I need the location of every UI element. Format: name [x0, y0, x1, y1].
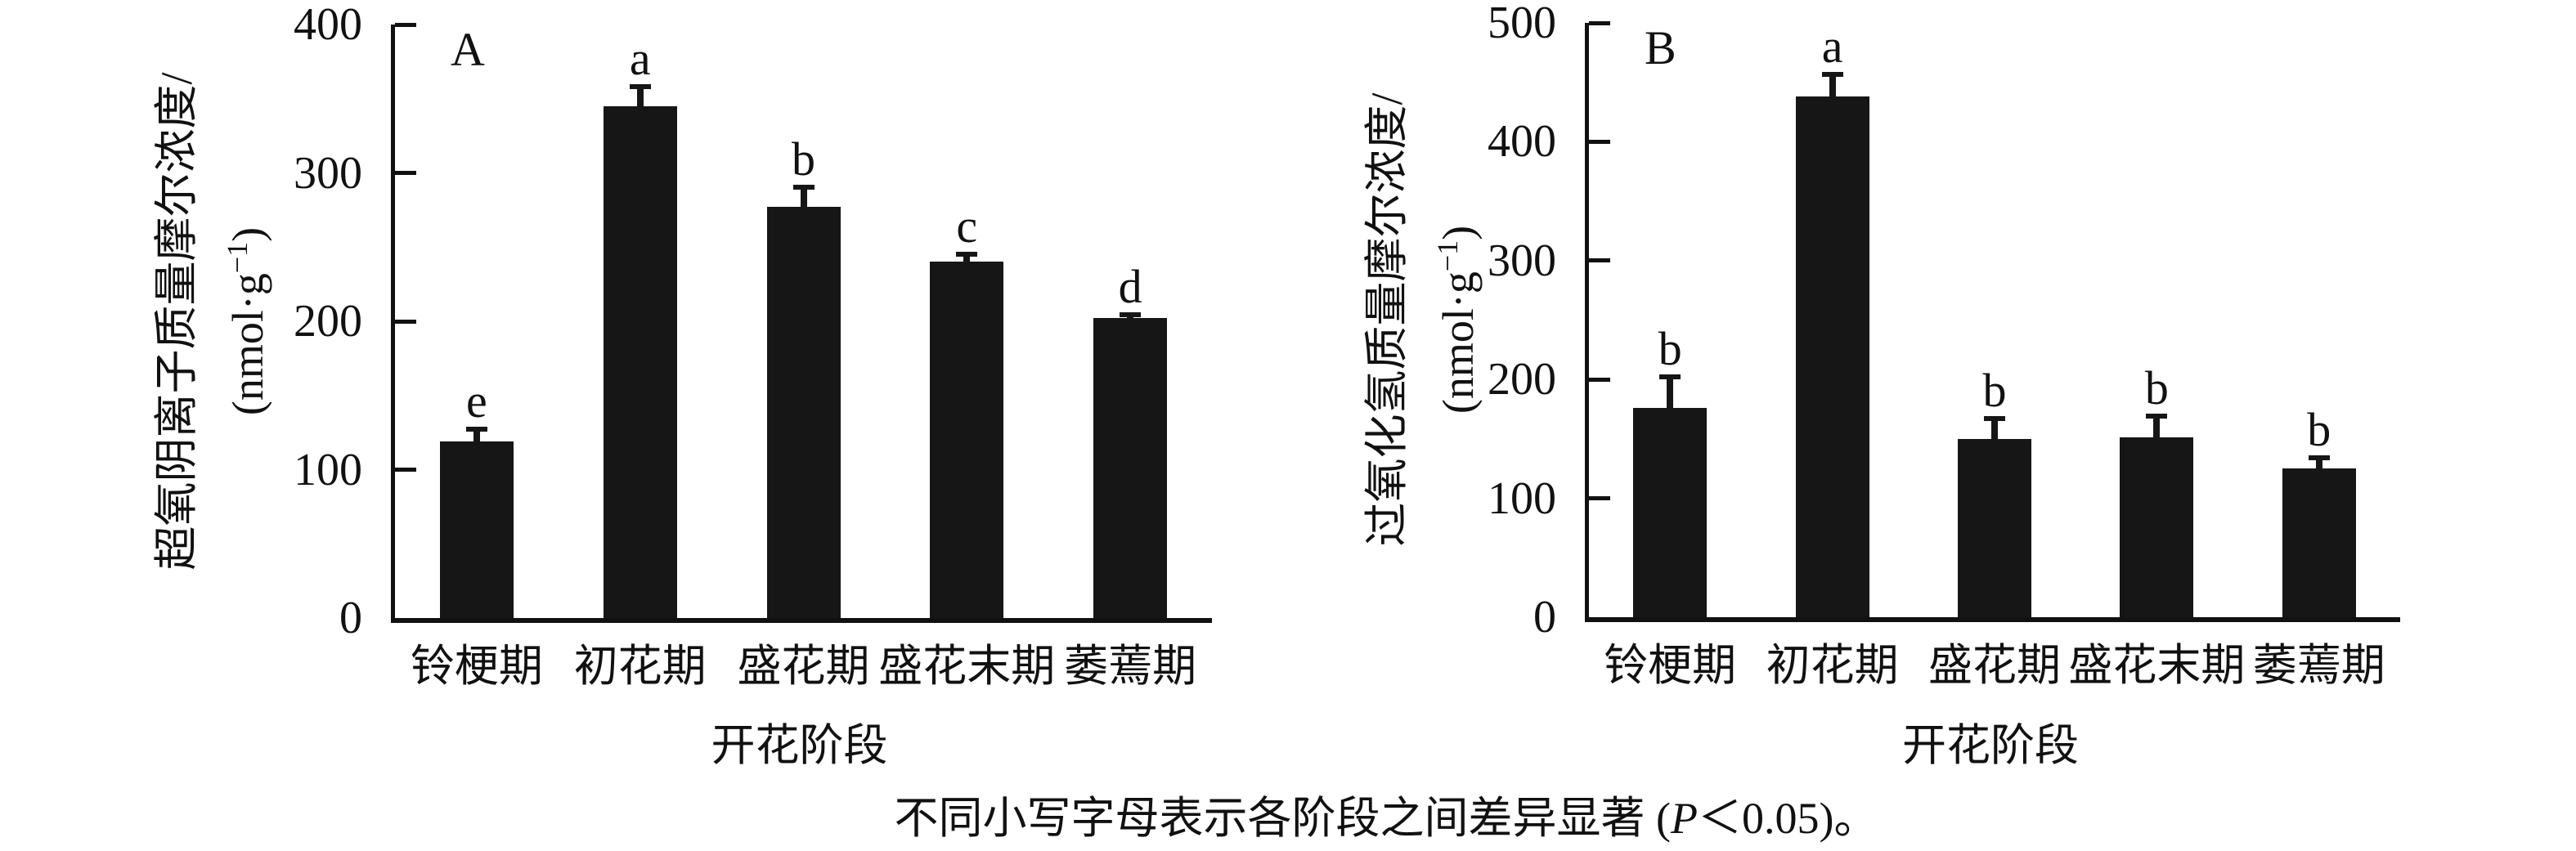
y-axis-label-b-line1: 过氧化氢质量摩尔浓度/	[1362, 92, 1411, 547]
error-bar-stem	[1991, 416, 1998, 449]
panel-label-a: A	[451, 23, 485, 76]
caption-text: 不同小写字母表示各阶段之间差异显著 (	[894, 794, 1671, 843]
sig-letter: e	[466, 374, 487, 428]
y-tick-label: 400	[1488, 116, 1556, 168]
x-category-label: 盛花期	[737, 642, 870, 691]
y-tick-label: 400	[294, 0, 362, 50]
bar	[1633, 408, 1708, 617]
bar	[930, 262, 1004, 618]
y-tick-label: 0	[1533, 592, 1556, 643]
unit-post: )	[223, 226, 272, 242]
sig-letter: d	[1118, 260, 1142, 314]
panel-label-b: B	[1645, 21, 1676, 74]
x-category-label: 铃梗期	[410, 642, 543, 691]
x-category-label: 盛花期	[1928, 641, 2061, 690]
error-bar-cap	[956, 251, 978, 257]
error-bar-stem	[1829, 71, 1836, 107]
bar	[2282, 468, 2356, 617]
y-tick-mark	[395, 22, 416, 27]
y-tick-label: 0	[339, 593, 362, 643]
x-category-label: 初花期	[1766, 641, 1899, 690]
y-tick-label: 100	[1488, 473, 1556, 524]
bar	[1795, 96, 1869, 617]
error-bar-cap	[1821, 71, 1843, 77]
y-tick-mark	[395, 319, 416, 324]
x-category-label: 盛花末期	[2068, 641, 2246, 690]
sig-letter: b	[792, 132, 815, 186]
error-bar-cap	[465, 426, 487, 432]
error-bar-stem	[636, 83, 644, 116]
error-bar-cap	[792, 185, 815, 190]
error-bar-cap	[2146, 414, 2168, 419]
y-tick-label: 300	[294, 147, 362, 199]
y-tick-label: 500	[1488, 0, 1556, 48]
error-bar-stem	[800, 185, 807, 217]
error-bar-stem	[963, 251, 971, 272]
sig-letter: c	[956, 199, 978, 253]
error-bar-cap	[1984, 416, 2005, 422]
y-tick-mark	[1589, 139, 1610, 144]
y-tick-mark	[395, 171, 416, 175]
plot-area-a: A 0 100 200 300 400 e 铃梗期 a 初花期 b 盛花期 c 盛花末期 d 萎蔫期	[294, 0, 1212, 688]
unit-superscript: −1	[221, 241, 254, 274]
sig-letter: b	[2307, 403, 2331, 457]
y-tick-mark	[1589, 20, 1610, 25]
caption-p-italic: P	[1671, 794, 1698, 843]
y-axis-label-b-unit: (nmol·g−1)	[1417, 9, 1488, 630]
error-bar-stem	[1127, 312, 1134, 329]
error-bar-cap	[1120, 312, 1142, 318]
y-axis-label-b: 过氧化氢质量摩尔浓度/ (nmol·g−1)	[1357, 9, 1483, 630]
sig-letter: b	[1658, 322, 1682, 376]
error-bar-cap	[2308, 455, 2330, 461]
y-tick-label: 300	[1488, 235, 1556, 286]
bar	[2120, 437, 2194, 617]
y-tick-label: 100	[294, 444, 362, 495]
bar	[439, 441, 514, 618]
x-category-label: 铃梗期	[1604, 641, 1737, 690]
sig-letter: a	[629, 31, 651, 85]
y-tick-mark	[1589, 496, 1610, 501]
y-tick-label: 200	[294, 296, 362, 347]
error-bar-stem	[2153, 414, 2161, 448]
caption-text: ＜0.05)。	[1698, 794, 1878, 843]
error-bar-cap	[629, 83, 651, 89]
bar	[1958, 438, 2031, 617]
y-tick-label: 200	[1488, 354, 1556, 405]
bar	[1093, 318, 1168, 618]
sig-letter: b	[2144, 361, 2169, 415]
x-axis-title-b: 开花阶段	[1902, 721, 2079, 770]
plot-area-b: B 0 100 200 300 400 500 b 铃梗期 a 初花期 b 盛花期 b 盛花末期 b 萎蔫期	[1488, 0, 2400, 688]
x-category-label: 初花期	[573, 642, 707, 691]
error-bar-cap	[1659, 374, 1681, 380]
x-category-label: 萎蔫期	[2252, 641, 2385, 690]
bar	[766, 207, 841, 618]
x-category-label: 盛花末期	[878, 642, 1056, 691]
y-tick-mark	[1589, 258, 1610, 263]
bar	[603, 105, 677, 618]
x-category-label: 萎蔫期	[1064, 642, 1197, 691]
sig-letter: a	[1821, 19, 1843, 73]
error-bar-stem	[1667, 374, 1674, 419]
error-bar-stem	[473, 426, 480, 452]
error-bar-stem	[2315, 455, 2322, 479]
x-axis-title-a: 开花阶段	[711, 721, 888, 770]
sig-letter: b	[1982, 364, 2007, 418]
y-tick-mark	[1589, 377, 1610, 382]
y-tick-mark	[395, 468, 416, 472]
caption: 不同小写字母表示各阶段之间差异显著 (P＜0.05)。	[98, 796, 2576, 840]
